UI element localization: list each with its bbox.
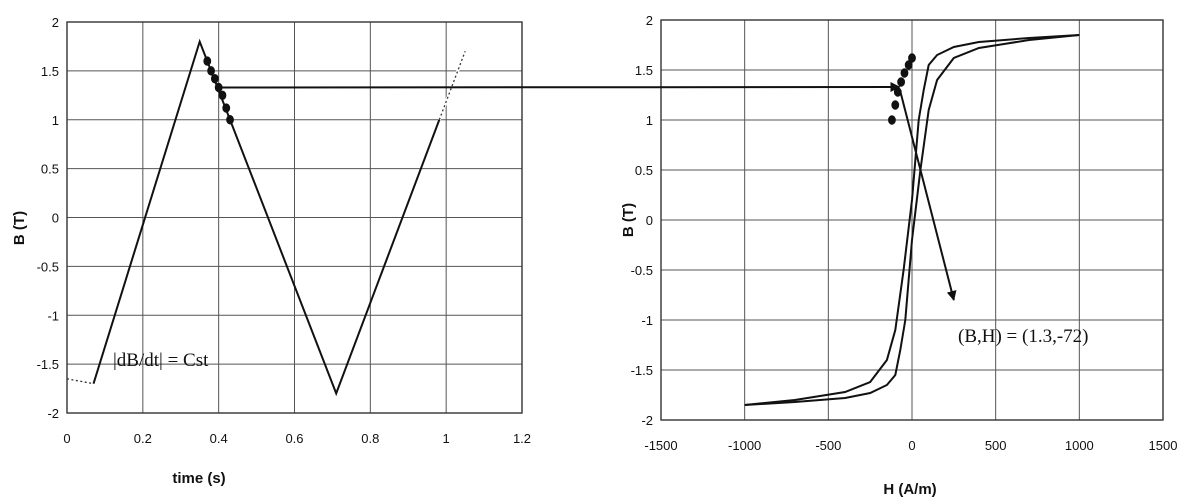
data-point-marker xyxy=(207,66,215,76)
rate-annotation: |dB/dt| = Cst xyxy=(113,350,209,371)
x-axis-title: H (A/m) xyxy=(883,481,936,498)
y-tick-label: -1.5 xyxy=(631,363,653,378)
series-line-0 xyxy=(92,38,467,397)
series-line-1 xyxy=(744,34,1080,406)
tick-labels: 0 0.2 0.4 0.6 0.8 1 1.2 -2 -1.5 -1 -0.5 0 0.5 1 1.5 2 xyxy=(37,15,531,446)
series-group xyxy=(66,38,467,397)
connector-arrow-1 xyxy=(898,89,957,301)
data-point-marker xyxy=(897,77,906,87)
tick-labels: -1500 -1000 -500 0 500 1000 1500 -2 -1.5 -1 -0.5 0 0… xyxy=(631,13,1178,453)
x-tick-label: 500 xyxy=(985,438,1007,453)
y-tick-label: 0.5 xyxy=(41,162,59,177)
y-axis-title: B (T) xyxy=(620,203,637,237)
y-tick-label: 1.5 xyxy=(635,63,653,78)
dotted-extension-line-end xyxy=(438,51,466,120)
x-tick-label: 1 xyxy=(443,431,450,446)
y-tick-label: -0.5 xyxy=(631,263,653,278)
y-tick-label: 2 xyxy=(646,13,653,28)
y-axis-title: B (T) xyxy=(11,211,28,245)
y-tick-label: -1 xyxy=(641,313,653,328)
y-tick-label: -0.5 xyxy=(37,259,59,274)
x-tick-label: 0.4 xyxy=(210,431,228,446)
data-point-marker xyxy=(891,100,900,110)
y-tick-label: 0.5 xyxy=(635,163,653,178)
series-line-0 xyxy=(744,34,1080,406)
y-tick-label: 0 xyxy=(646,213,653,228)
x-tick-label: 0 xyxy=(908,438,915,453)
plot-frame xyxy=(66,21,523,414)
data-point-marker xyxy=(218,90,227,101)
x-tick-label: 1.2 xyxy=(513,431,531,446)
x-tick-label: -1500 xyxy=(644,438,677,453)
data-point-marker xyxy=(904,60,913,70)
bh-point-annotation: (B,H) = (1.3,-72) xyxy=(958,326,1089,347)
data-point-marker xyxy=(900,68,909,78)
y-tick-label: 1 xyxy=(646,113,653,128)
data-point-marker xyxy=(210,73,219,84)
x-tick-label: -1000 xyxy=(728,438,761,453)
chart-b-vs-time: 0 0.2 0.4 0.6 0.8 1 1.2 -2 -1.5 -1 -0.5 0 0.5 1 1.5 2 t… xyxy=(11,15,531,487)
data-point-marker xyxy=(226,115,234,125)
y-tick-label: -1.5 xyxy=(37,357,59,372)
y-tick-label: -1 xyxy=(47,308,59,323)
data-point-marker xyxy=(908,53,916,63)
y-tick-label: 1 xyxy=(52,113,59,128)
data-point-marker xyxy=(888,115,896,125)
x-tick-label: 1000 xyxy=(1065,438,1094,453)
data-point-marker xyxy=(222,103,231,113)
dotted-extension-line-1 xyxy=(66,378,94,385)
data-point-marker xyxy=(203,56,212,66)
x-tick-label: 0.2 xyxy=(134,431,152,446)
chart-b-vs-h-hysteresis: -1500 -1000 -500 0 500 1000 1500 -2 -1.5 -1 -0.5 0 0… xyxy=(620,13,1177,498)
x-tick-label: 1500 xyxy=(1149,438,1178,453)
grid xyxy=(660,19,1164,421)
y-tick-label: 1.5 xyxy=(41,64,59,79)
y-tick-label: 0 xyxy=(52,211,59,226)
x-tick-label: 0.8 xyxy=(361,431,379,446)
x-axis-title: time (s) xyxy=(172,470,225,487)
y-tick-label: 2 xyxy=(52,15,59,30)
connector-arrows xyxy=(218,82,957,301)
plot-frame xyxy=(660,19,1164,421)
x-tick-label: 0.6 xyxy=(285,431,303,446)
x-tick-label: 0 xyxy=(63,431,70,446)
x-tick-label: -500 xyxy=(815,438,841,453)
y-tick-label: -2 xyxy=(641,413,653,428)
y-tick-label: -2 xyxy=(47,406,59,421)
